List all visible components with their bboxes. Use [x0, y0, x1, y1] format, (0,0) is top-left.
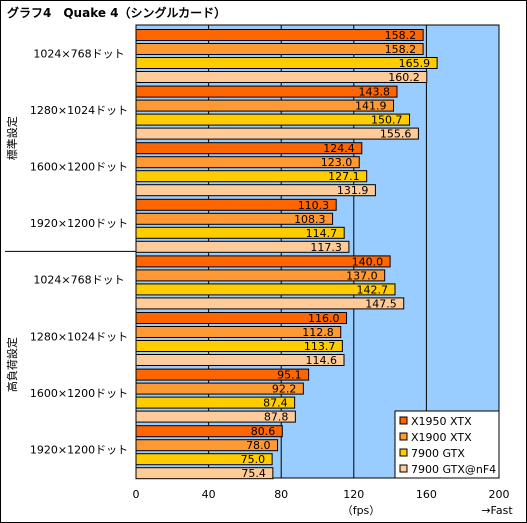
x-tick-label: 0 — [133, 488, 140, 501]
data-label: 140.0 — [352, 255, 384, 268]
data-label: 158.2 — [385, 43, 417, 56]
legend — [394, 410, 500, 479]
bar — [135, 212, 334, 225]
bar — [135, 226, 345, 239]
bar — [135, 198, 337, 211]
bar — [135, 410, 296, 423]
bar — [135, 255, 391, 268]
x-tick-label: 120 — [343, 488, 364, 501]
x-tick-label: 40 — [202, 488, 216, 501]
bar — [135, 85, 398, 98]
legend-swatch — [399, 464, 408, 473]
chart-title: グラフ4 Quake 4（シングルカード） — [7, 5, 226, 20]
data-label: 131.9 — [337, 184, 369, 197]
data-label: 124.4 — [323, 142, 355, 155]
category-label: 1024×768ドット — [33, 47, 124, 60]
data-label: 110.3 — [298, 199, 330, 212]
bar — [135, 113, 411, 126]
data-label: 160.2 — [388, 71, 420, 84]
category-label: 1920×1200ドット — [30, 217, 128, 230]
bar — [135, 156, 360, 169]
bar — [135, 71, 428, 83]
data-label: 147.5 — [365, 297, 397, 310]
bar — [135, 312, 348, 324]
x-tick-label: 160 — [416, 488, 437, 501]
bar — [135, 368, 310, 381]
data-label: 113.7 — [304, 340, 336, 353]
data-label: 127.1 — [328, 170, 360, 183]
bar — [135, 453, 273, 466]
x-tick-label: 200 — [489, 488, 510, 501]
data-label: 158.2 — [385, 29, 417, 42]
bar — [135, 142, 363, 155]
x-axis-label: （fps） — [342, 504, 381, 517]
legend-entry: X1900 XTX — [411, 431, 472, 444]
data-label: 165.9 — [399, 57, 431, 70]
group-label: 高負荷設定 — [5, 337, 19, 392]
group-label: 標準設定 — [5, 116, 19, 160]
data-label: 92.2 — [272, 383, 297, 396]
bar — [135, 283, 396, 296]
data-label: 155.6 — [380, 128, 412, 141]
bar — [135, 184, 376, 197]
bar — [135, 382, 304, 395]
legend-swatch — [399, 448, 408, 457]
bar — [135, 57, 438, 69]
bar — [135, 297, 405, 310]
bar — [135, 127, 419, 140]
data-label: 114.6 — [305, 354, 337, 367]
data-label: 150.7 — [371, 114, 403, 127]
bar — [135, 467, 274, 480]
data-label: 95.1 — [277, 369, 302, 382]
legend-entry: X1950 XTX — [411, 415, 472, 428]
data-label: 141.9 — [355, 100, 387, 113]
category-label: 1600×1200ドット — [30, 161, 128, 174]
data-label: 116.0 — [308, 312, 340, 325]
bar — [135, 240, 350, 253]
bar — [135, 269, 386, 282]
category-label: 1024×768ドット — [33, 274, 124, 287]
data-label: 143.8 — [358, 86, 390, 99]
bar — [135, 326, 342, 338]
legend-entry: 7900 GTX@nF4 — [411, 463, 496, 476]
bar — [135, 340, 343, 352]
bar — [135, 43, 424, 55]
plot-area: 0 40 80 120 160 200標準設定1024×768ドット158.2158.21… — [5, 24, 510, 501]
data-label: 108.3 — [294, 213, 326, 226]
bar — [135, 99, 395, 112]
bar — [135, 29, 424, 41]
data-label: 78.0 — [246, 439, 271, 452]
category-label: 1280×1024ドット — [30, 104, 128, 117]
data-label: 75.0 — [241, 453, 266, 466]
legend-entry: 7900 GTX — [411, 447, 465, 460]
x-axis-direction-label: →Fast — [481, 504, 513, 517]
category-label: 1920×1200ドット — [30, 444, 128, 457]
data-label: 112.8 — [302, 326, 334, 339]
legend-swatch — [399, 432, 408, 441]
bar — [135, 354, 345, 366]
bar — [135, 425, 283, 438]
bar — [135, 396, 296, 409]
category-label: 1280×1024ドット — [30, 330, 128, 343]
data-label: 87.4 — [263, 397, 288, 410]
bar — [135, 170, 368, 183]
bar — [135, 439, 279, 452]
legend-swatch — [399, 416, 408, 425]
x-tick-label: 80 — [274, 488, 288, 501]
category-label: 1600×1200ドット — [30, 387, 128, 400]
data-label: 75.4 — [241, 467, 266, 480]
data-label: 137.0 — [346, 269, 378, 282]
data-label: 142.7 — [357, 283, 389, 296]
data-label: 117.3 — [310, 241, 342, 254]
data-label: 123.0 — [321, 156, 353, 169]
data-label: 80.6 — [251, 425, 276, 438]
data-label: 114.7 — [306, 227, 338, 240]
data-label: 87.8 — [264, 411, 289, 424]
